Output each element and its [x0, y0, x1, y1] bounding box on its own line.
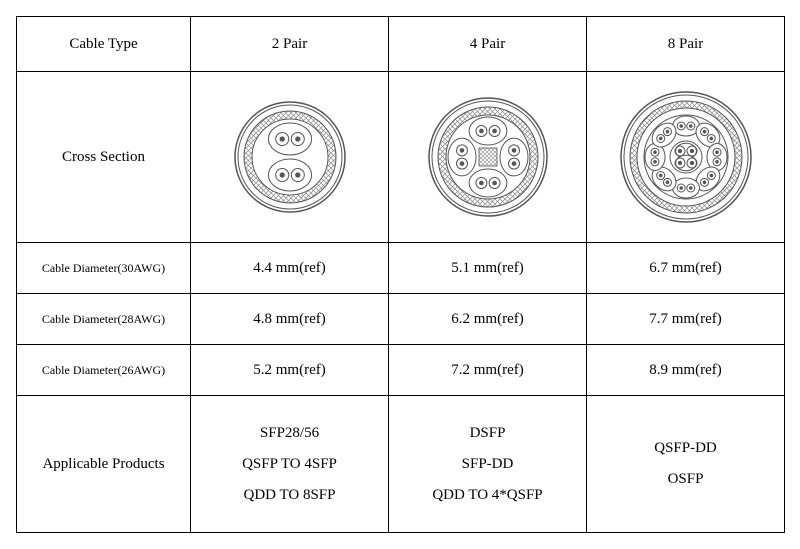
product-item: SFP28/56 — [260, 425, 319, 442]
header-label: Cable Type — [17, 17, 191, 72]
cable-cross-8pair-icon — [617, 88, 755, 226]
diam-0-1: 5.1 mm(ref) — [389, 243, 587, 294]
product-item: QDD TO 4*QSFP — [432, 487, 542, 504]
diam-2-2: 8.9 mm(ref) — [587, 345, 785, 396]
product-item: SFP-DD — [462, 456, 514, 473]
header-col-0: 2 Pair — [191, 17, 389, 72]
diam-label-0: Cable Diameter(30AWG) — [17, 243, 191, 294]
product-item: QSFP-DD — [654, 440, 717, 457]
cross-section-2pair — [191, 72, 389, 243]
product-item: QDD TO 8SFP — [244, 487, 336, 504]
products-col-1: DSFP SFP-DD QDD TO 4*QSFP — [389, 396, 587, 533]
diam-2-0: 5.2 mm(ref) — [191, 345, 389, 396]
cross-section-row: Cross Section — [17, 72, 785, 243]
cross-section-label: Cross Section — [17, 72, 191, 243]
cable-cross-2pair-icon — [231, 98, 349, 216]
diam-1-2: 7.7 mm(ref) — [587, 294, 785, 345]
products-col-2: QSFP-DD OSFP — [587, 396, 785, 533]
header-row: Cable Type 2 Pair 4 Pair 8 Pair — [17, 17, 785, 72]
diameter-row-2: Cable Diameter(26AWG) 5.2 mm(ref) 7.2 mm… — [17, 345, 785, 396]
diam-1-0: 4.8 mm(ref) — [191, 294, 389, 345]
product-item: DSFP — [470, 425, 506, 442]
products-col-0: SFP28/56 QSFP TO 4SFP QDD TO 8SFP — [191, 396, 389, 533]
diam-0-2: 6.7 mm(ref) — [587, 243, 785, 294]
diameter-row-1: Cable Diameter(28AWG) 4.8 mm(ref) 6.2 mm… — [17, 294, 785, 345]
cross-section-8pair — [587, 72, 785, 243]
cross-section-4pair — [389, 72, 587, 243]
cable-cross-4pair-icon — [425, 94, 551, 220]
header-col-2: 8 Pair — [587, 17, 785, 72]
diameter-row-0: Cable Diameter(30AWG) 4.4 mm(ref) 5.1 mm… — [17, 243, 785, 294]
diam-label-2: Cable Diameter(26AWG) — [17, 345, 191, 396]
diam-2-1: 7.2 mm(ref) — [389, 345, 587, 396]
products-label: Applicable Products — [17, 396, 191, 533]
product-item: OSFP — [668, 471, 704, 488]
products-row: Applicable Products SFP28/56 QSFP TO 4SF… — [17, 396, 785, 533]
cable-spec-table: Cable Type 2 Pair 4 Pair 8 Pair Cross Se… — [16, 16, 785, 533]
diam-label-1: Cable Diameter(28AWG) — [17, 294, 191, 345]
diam-1-1: 6.2 mm(ref) — [389, 294, 587, 345]
header-col-1: 4 Pair — [389, 17, 587, 72]
diam-0-0: 4.4 mm(ref) — [191, 243, 389, 294]
product-item: QSFP TO 4SFP — [242, 456, 337, 473]
